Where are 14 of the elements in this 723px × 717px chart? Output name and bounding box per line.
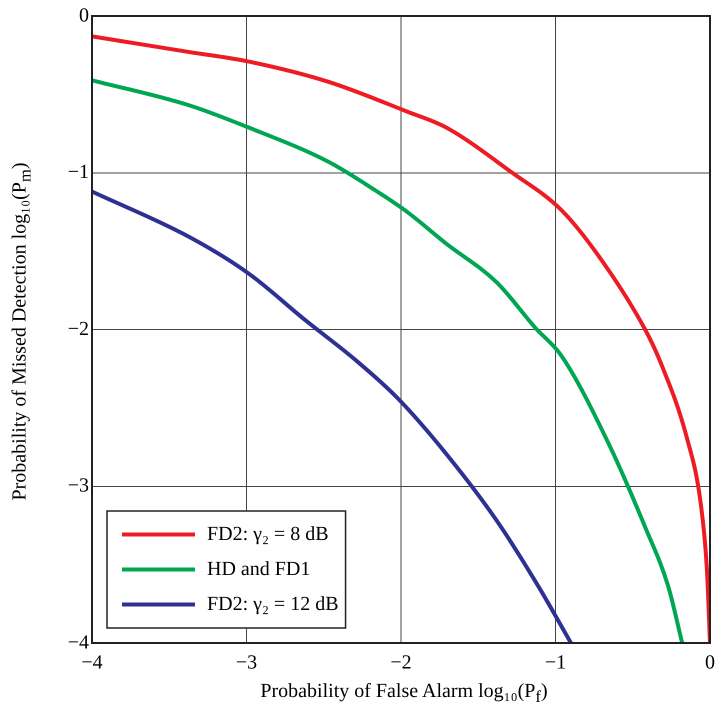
x-tick-label: −1 — [544, 651, 566, 674]
x-tick-label: 0 — [705, 651, 715, 674]
legend-label: FD2: γ₂ = 12 dB — [207, 592, 339, 615]
y-tick-label: −1 — [68, 161, 89, 183]
legend-label: FD2: γ₂ = 8 dB — [207, 522, 329, 545]
y-tick-label: −2 — [68, 318, 89, 340]
y-tick-label: 0 — [79, 4, 89, 26]
line-series — [92, 190, 573, 643]
x-axis-title: Probability of False Alarm log₁₀(P$_{f}$) — [259, 680, 549, 707]
y-tick-label: −4 — [68, 631, 89, 654]
legend-label: HD and FD1 — [207, 558, 310, 580]
x-tick-label: −2 — [390, 651, 412, 674]
x-tick-label: −3 — [236, 651, 258, 674]
y-tick-label: −3 — [68, 474, 89, 496]
